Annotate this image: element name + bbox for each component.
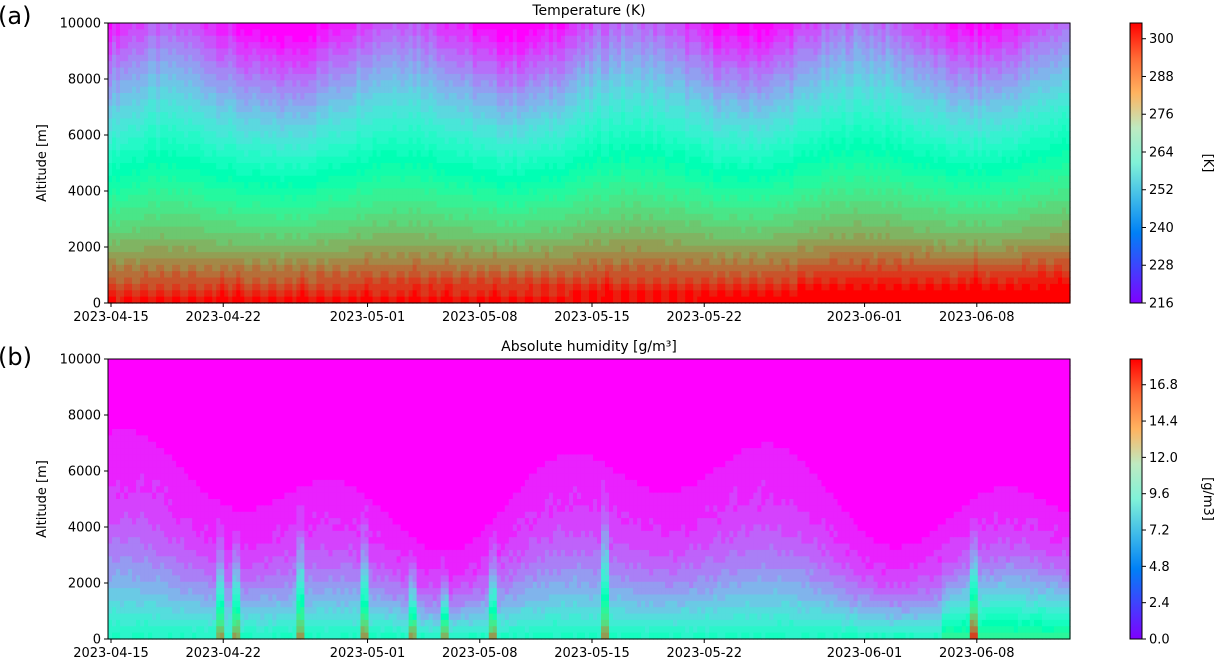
x-tick-label: 2023-05-15 [554, 646, 630, 660]
colorbar-tick-label: 216 [1149, 297, 1174, 312]
colorbar-tick-label: 288 [1149, 70, 1174, 85]
x-tick-label: 2023-06-08 [939, 310, 1015, 325]
x-tick-label: 2023-04-22 [185, 310, 261, 325]
plot-frame-temperature [107, 22, 1071, 304]
y-tick-label: 4000 [68, 185, 101, 200]
panel-label-b: (b) [0, 343, 32, 371]
x-tick-label: 2023-06-01 [827, 646, 903, 660]
colorbar-humidity: 0.0 2.4 4.8 7.2 9.6 12.0 14.4 16.8 [g/m3] [1129, 358, 1215, 648]
y-tick-label: 6000 [68, 129, 101, 144]
humidity-heatmap [108, 359, 1071, 640]
colorbar-gradient-temperature [1129, 22, 1143, 304]
x-tick-label: 2023-05-15 [554, 310, 630, 325]
ylabel-temperature: Altitude [m] [35, 124, 50, 202]
colorbar-tick-label: 4.8 [1149, 560, 1170, 575]
colorbar-temperature: 216 228 240 252 264 276 288 300 [K] [1129, 22, 1215, 312]
y-tick-label: 0 [93, 297, 101, 312]
y-tick-label: 8000 [68, 409, 101, 424]
colorbar-tick-label: 16.8 [1149, 378, 1178, 393]
colorbar-tick-label: 228 [1149, 259, 1174, 274]
y-tick-label: 4000 [68, 521, 101, 536]
temperature-heatmap [108, 23, 1071, 304]
y-tick-label: 0 [93, 633, 101, 648]
panel-temperature: (a) Temperature (K) Altitude [m] 0 2000 40… [0, 2, 1215, 325]
x-tick-label: 2023-05-22 [666, 310, 742, 325]
colorbar-tick-label: 9.6 [1149, 487, 1170, 502]
colorbar-tick-label: 276 [1149, 108, 1174, 123]
panel-humidity: (b) Absolute humidity [g/m³] Altitude [m… [0, 339, 1215, 660]
panel-label-a: (a) [0, 2, 31, 30]
colorbar-tick-label: 0.0 [1149, 633, 1170, 648]
colorbar-tick-label: 252 [1149, 183, 1174, 198]
title-humidity: Absolute humidity [g/m³] [501, 339, 677, 355]
y-tick-label: 8000 [68, 73, 101, 88]
colorbar-tick-label: 264 [1149, 145, 1174, 160]
colorbar-tick-label: 300 [1149, 32, 1174, 47]
colorbar-tick-label: 240 [1149, 221, 1174, 236]
x-tick-label: 2023-06-08 [939, 646, 1015, 660]
colorbar-tick-label: 12.0 [1149, 451, 1178, 466]
x-tick-label: 2023-04-22 [185, 646, 261, 660]
x-tick-label: 2023-04-15 [73, 310, 149, 325]
colorbar-label-temperature: [K] [1200, 154, 1215, 173]
plot-frame-humidity [107, 358, 1071, 640]
x-tick-label: 2023-04-15 [73, 646, 149, 660]
x-tick-label: 2023-05-08 [442, 310, 518, 325]
y-tick-label: 10000 [60, 17, 101, 32]
y-tick-label: 10000 [60, 353, 101, 368]
y-axis-temperature: 0 2000 4000 6000 8000 10000 [60, 17, 108, 312]
x-axis-humidity: 2023-04-15 2023-04-22 2023-05-01 2023-05-08… [73, 639, 1015, 660]
x-axis-temperature: 2023-04-15 2023-04-22 2023-05-01 2023-05-08… [73, 303, 1015, 325]
y-axis-humidity: 0 2000 4000 6000 8000 10000 [60, 353, 108, 648]
title-temperature: Temperature (K) [531, 3, 645, 19]
colorbar-tick-label: 2.4 [1149, 596, 1170, 611]
y-tick-label: 6000 [68, 465, 101, 480]
colorbar-gradient-humidity [1129, 358, 1143, 640]
colorbar-tick-label: 14.4 [1149, 415, 1178, 430]
x-tick-label: 2023-06-01 [827, 310, 903, 325]
x-tick-label: 2023-05-22 [666, 646, 742, 660]
x-tick-label: 2023-05-01 [330, 310, 406, 325]
y-tick-label: 2000 [68, 241, 101, 256]
y-tick-label: 2000 [68, 577, 101, 592]
colorbar-label-humidity: [g/m3] [1200, 477, 1215, 521]
x-tick-label: 2023-05-01 [330, 646, 406, 660]
ylabel-humidity: Altitude [m] [35, 460, 50, 538]
colorbar-tick-label: 7.2 [1149, 524, 1170, 539]
x-tick-label: 2023-05-08 [442, 646, 518, 660]
